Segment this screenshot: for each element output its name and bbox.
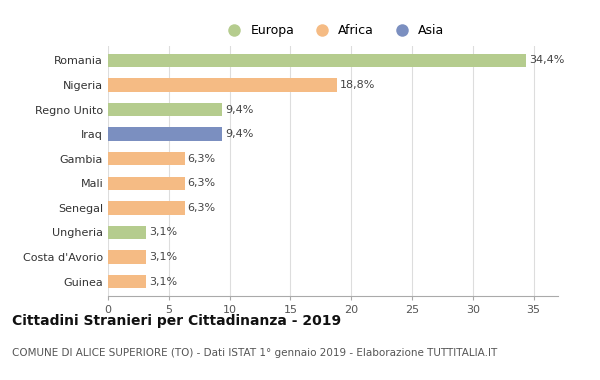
Text: 3,1%: 3,1%	[149, 228, 177, 238]
Text: 6,3%: 6,3%	[188, 154, 216, 164]
Legend: Europa, Africa, Asia: Europa, Africa, Asia	[217, 19, 449, 42]
Bar	[108, 127, 223, 141]
Bar	[108, 54, 526, 67]
Text: 9,4%: 9,4%	[226, 129, 254, 139]
Bar	[108, 201, 185, 215]
Bar	[108, 152, 185, 165]
Text: 3,1%: 3,1%	[149, 277, 177, 287]
Bar	[108, 177, 185, 190]
Bar	[108, 78, 337, 92]
Text: 9,4%: 9,4%	[226, 105, 254, 114]
Text: 3,1%: 3,1%	[149, 252, 177, 262]
Text: 34,4%: 34,4%	[529, 55, 565, 65]
Text: 18,8%: 18,8%	[340, 80, 375, 90]
Bar	[108, 103, 223, 116]
Text: 6,3%: 6,3%	[188, 203, 216, 213]
Text: COMUNE DI ALICE SUPERIORE (TO) - Dati ISTAT 1° gennaio 2019 - Elaborazione TUTTI: COMUNE DI ALICE SUPERIORE (TO) - Dati IS…	[12, 348, 497, 358]
Bar	[108, 275, 146, 288]
Text: Cittadini Stranieri per Cittadinanza - 2019: Cittadini Stranieri per Cittadinanza - 2…	[12, 314, 341, 328]
Bar	[108, 226, 146, 239]
Text: 6,3%: 6,3%	[188, 178, 216, 188]
Bar	[108, 250, 146, 264]
